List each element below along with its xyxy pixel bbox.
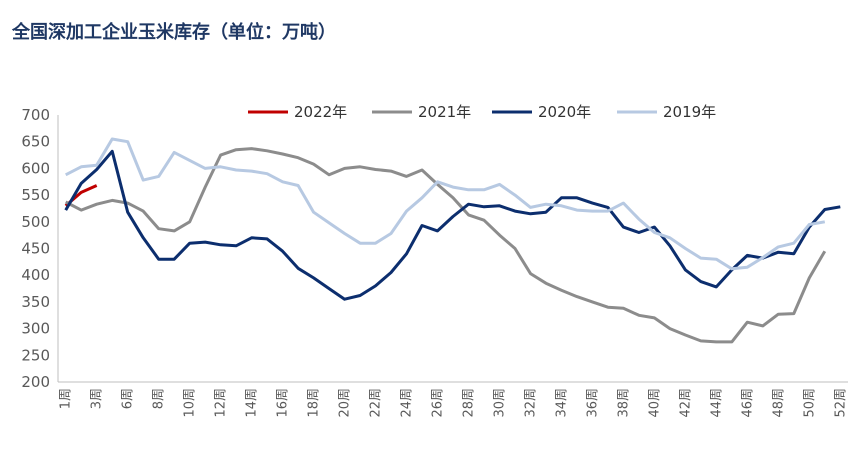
- y-tick-label: 250: [21, 346, 50, 364]
- x-tick-label: 24周: [400, 388, 415, 418]
- x-tick-label: 8周: [152, 388, 167, 409]
- y-tick-label: 200: [21, 373, 50, 391]
- x-tick-label: 42周: [678, 388, 693, 418]
- x-tick-label: 26周: [431, 388, 446, 418]
- y-tick-label: 400: [21, 266, 50, 284]
- x-tick-label: 30周: [492, 388, 507, 418]
- x-tick-label: 18周: [307, 388, 322, 418]
- x-tick-label: 6周: [121, 388, 136, 409]
- x-tick-label: 3周: [90, 388, 105, 409]
- x-tick-label: 22周: [369, 388, 384, 418]
- y-tick-label: 500: [21, 213, 50, 231]
- x-tick-label: 50周: [802, 388, 817, 418]
- legend-label: 2019年: [663, 103, 716, 121]
- y-tick-label: 550: [21, 186, 50, 204]
- x-tick-label: 48周: [771, 388, 786, 418]
- chart-title: 全国深加工企业玉米库存（单位：万吨）: [11, 21, 336, 43]
- series-line: [64, 149, 841, 301]
- legend-label: 2020年: [538, 103, 591, 121]
- x-tick-label: 20周: [338, 388, 353, 418]
- series-line: [65, 137, 826, 271]
- y-tick-label: 300: [21, 320, 50, 338]
- y-tick-label: 600: [21, 159, 50, 177]
- x-tick-label: 36周: [585, 388, 600, 418]
- x-tick-label: 40周: [647, 388, 662, 418]
- x-tick-label: 32周: [523, 388, 538, 418]
- legend-label: 2022年: [294, 103, 347, 121]
- x-tick-label: 14周: [245, 388, 260, 418]
- legend-label: 2021年: [418, 103, 471, 121]
- x-tick-label: 44周: [709, 388, 724, 418]
- x-tick-label: 34周: [554, 388, 569, 418]
- x-tick-label: 16周: [276, 388, 291, 418]
- y-tick-label: 450: [21, 240, 50, 258]
- y-tick-label: 650: [21, 133, 50, 151]
- x-tick-label: 46周: [740, 388, 755, 418]
- x-tick-label: 52周: [833, 388, 848, 418]
- x-tick-label: 12周: [214, 388, 229, 418]
- x-tick-label: 1周: [59, 388, 74, 409]
- y-tick-label: 350: [21, 293, 50, 311]
- series-line: [65, 147, 827, 344]
- x-tick-label: 10周: [183, 388, 198, 418]
- x-tick-label: 38周: [616, 388, 631, 418]
- y-tick-label: 700: [21, 106, 50, 124]
- x-tick-label: 28周: [461, 388, 476, 418]
